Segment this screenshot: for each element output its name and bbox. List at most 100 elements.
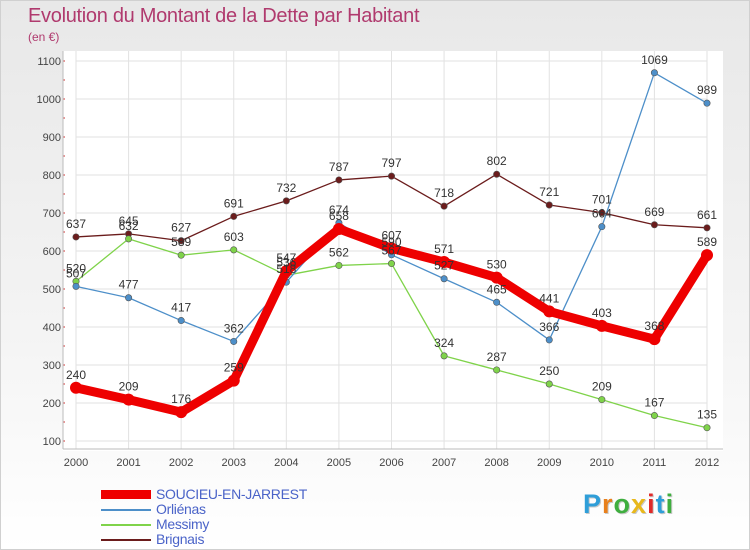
y-tick-label: 100 — [43, 436, 61, 448]
data-label: 527 — [434, 259, 454, 273]
x-tick-label: 2009 — [537, 457, 561, 469]
x-tick-label: 2002 — [169, 457, 193, 469]
data-label: 802 — [487, 154, 507, 168]
data-label: 176 — [171, 392, 191, 406]
unit-label: (en €) — [28, 30, 60, 44]
data-label: 209 — [119, 380, 139, 394]
legend-swatch — [101, 524, 151, 526]
data-point — [650, 412, 658, 420]
logo-letter: t — [655, 489, 666, 519]
data-point — [543, 305, 556, 318]
data-point — [125, 294, 133, 302]
data-point — [703, 424, 711, 432]
x-tick-label: 2012 — [695, 457, 719, 469]
data-label: 417 — [171, 301, 191, 315]
x-tick-label: 2006 — [379, 457, 403, 469]
data-point — [598, 223, 606, 231]
legend-label: Messimy — [156, 516, 210, 532]
data-label: 441 — [539, 291, 559, 305]
x-tick-label: 2001 — [116, 457, 140, 469]
data-label: 607 — [381, 228, 401, 242]
data-label: 661 — [697, 208, 717, 222]
data-label: 362 — [224, 321, 244, 335]
x-tick-label: 2011 — [643, 457, 667, 469]
data-point — [227, 374, 240, 387]
data-label: 571 — [434, 242, 454, 256]
data-point — [545, 201, 553, 209]
logo-letter: i — [647, 489, 656, 519]
data-point — [595, 319, 608, 332]
data-point — [230, 246, 238, 254]
data-point — [493, 170, 501, 178]
data-label: 324 — [434, 336, 454, 350]
y-tick-label: 600 — [43, 246, 61, 258]
data-point — [650, 69, 658, 77]
y-tick-label: 900 — [43, 132, 61, 144]
data-label: 637 — [66, 217, 86, 231]
data-label: 167 — [644, 396, 664, 410]
data-label: 674 — [329, 203, 349, 217]
data-label: 530 — [487, 258, 507, 272]
data-point — [598, 209, 606, 217]
data-point — [280, 265, 293, 278]
data-label: 589 — [171, 235, 191, 249]
proxiti-logo: Proxiti — [583, 489, 674, 520]
data-label: 240 — [66, 368, 86, 382]
data-label: 589 — [697, 235, 717, 249]
data-label: 718 — [434, 186, 454, 200]
x-tick-label: 2010 — [590, 457, 614, 469]
data-label: 368 — [644, 319, 664, 333]
data-point — [440, 202, 448, 210]
data-point — [438, 256, 451, 269]
data-point — [177, 251, 185, 259]
data-point — [177, 317, 185, 325]
x-tick-label: 2000 — [64, 457, 88, 469]
data-point — [385, 242, 398, 255]
data-point — [703, 224, 711, 232]
data-label: 658 — [329, 209, 349, 223]
data-point — [387, 172, 395, 180]
data-label: 287 — [487, 350, 507, 364]
data-point — [335, 176, 343, 184]
data-label: 477 — [119, 278, 139, 292]
legend-swatch — [101, 539, 151, 541]
x-tick-label: 2004 — [274, 457, 298, 469]
data-label: 989 — [697, 83, 717, 97]
data-label: 507 — [66, 266, 86, 280]
data-point — [493, 366, 501, 374]
data-point — [545, 336, 553, 344]
data-label: 732 — [276, 181, 296, 195]
data-point — [177, 237, 185, 245]
data-point — [490, 271, 503, 284]
data-point — [493, 298, 501, 306]
data-label: 209 — [592, 380, 612, 394]
data-point — [72, 282, 80, 290]
data-label: 518 — [276, 262, 296, 276]
data-label: 590 — [381, 235, 401, 249]
data-label: 403 — [592, 306, 612, 320]
data-label: 547 — [276, 251, 296, 265]
logo-letter: r — [602, 489, 614, 519]
data-point — [545, 380, 553, 388]
data-label: 627 — [171, 221, 191, 235]
data-point — [335, 261, 343, 269]
x-tick-label: 2007 — [432, 457, 456, 469]
data-point — [648, 333, 661, 346]
data-label: 669 — [644, 205, 664, 219]
y-tick-label: 800 — [43, 170, 61, 182]
y-tick-label: 300 — [43, 360, 61, 372]
y-tick-label: 1100 — [37, 56, 61, 68]
data-label: 250 — [539, 364, 559, 378]
data-label: 787 — [329, 160, 349, 174]
data-point — [230, 212, 238, 220]
x-tick-label: 2008 — [484, 457, 508, 469]
data-label: 632 — [119, 219, 139, 233]
data-point — [440, 275, 448, 283]
data-label: 691 — [224, 196, 244, 210]
data-point — [70, 381, 82, 394]
data-label: 465 — [487, 282, 507, 296]
y-tick-label: 200 — [43, 398, 61, 410]
data-point — [703, 99, 711, 107]
